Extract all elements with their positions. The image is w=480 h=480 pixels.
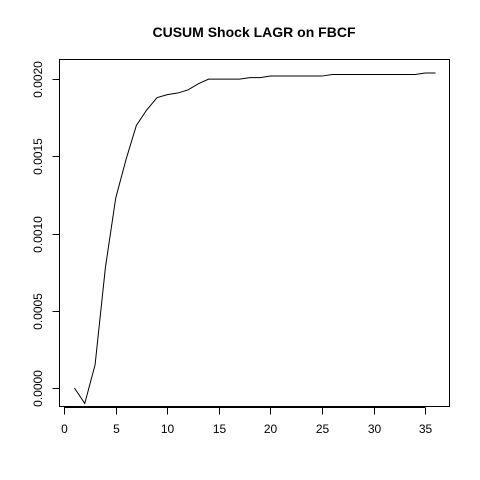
y-tick-label: 0.0000 — [31, 370, 45, 407]
x-axis: 0 5 10 15 20 25 30 35 — [61, 407, 433, 436]
x-tick-label: 20 — [264, 422, 278, 436]
y-tick-label: 0.0015 — [31, 138, 45, 175]
plot-frame — [59, 59, 450, 407]
cusum-series-line — [74, 72, 436, 405]
y-axis: 0.0000 0.0005 0.0010 0.0015 0.0020 — [31, 61, 60, 407]
x-tick-label: 10 — [161, 422, 175, 436]
y-tick-label: 0.0020 — [31, 61, 45, 98]
x-tick-label: 25 — [316, 422, 330, 436]
x-tick-label: 5 — [113, 422, 120, 436]
series-points — [74, 73, 435, 404]
chart-title: CUSUM Shock LAGR on FBCF — [153, 24, 356, 40]
y-tick-label: 0.0005 — [31, 293, 45, 330]
x-tick-label: 30 — [368, 422, 382, 436]
x-tick-label: 35 — [419, 422, 433, 436]
x-tick-label: 0 — [61, 422, 68, 436]
x-tick-label: 15 — [213, 422, 227, 436]
y-tick-label: 0.0010 — [31, 216, 45, 253]
